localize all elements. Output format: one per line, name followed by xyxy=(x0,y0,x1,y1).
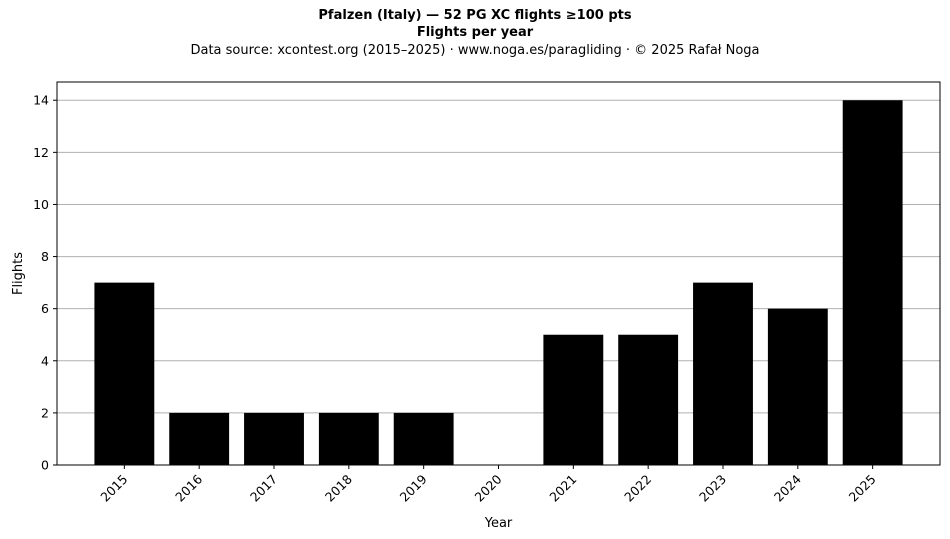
bar-2015 xyxy=(94,282,155,465)
x-tick-label: 2023 xyxy=(696,472,729,505)
x-tick-label: 2022 xyxy=(621,472,654,505)
x-tick-label: 2018 xyxy=(322,471,355,504)
bar-2024 xyxy=(767,308,828,465)
bar-2021 xyxy=(543,334,604,465)
y-tick-label: 10 xyxy=(33,197,49,212)
y-tick-label: 6 xyxy=(41,301,49,316)
chart-source-note: Data source: xcontest.org (2015–2025) · … xyxy=(190,43,760,58)
bar-2016 xyxy=(169,412,230,465)
x-tick-label: 2017 xyxy=(247,472,280,505)
y-axis-label: Flights xyxy=(11,252,26,295)
bar-2022 xyxy=(618,334,679,465)
x-tick-label: 2021 xyxy=(546,472,579,505)
x-tick-label: 2025 xyxy=(846,472,879,505)
x-tick-label: 2015 xyxy=(97,472,130,505)
x-tick-label: 2016 xyxy=(172,471,205,504)
y-tick-label: 14 xyxy=(33,93,49,108)
x-tick-label: 2019 xyxy=(397,471,430,504)
chart-subtitle: Flights per year xyxy=(416,25,534,40)
bar-2018 xyxy=(318,412,379,465)
y-tick-label: 8 xyxy=(41,249,49,264)
y-tick-label: 4 xyxy=(41,353,49,368)
bar-2025 xyxy=(842,100,903,465)
bar-2019 xyxy=(393,412,454,465)
y-tick-label: 2 xyxy=(41,405,49,420)
x-tick-label: 2024 xyxy=(771,471,804,504)
bar-2017 xyxy=(244,412,304,465)
bar-layer xyxy=(94,100,903,465)
x-axis-label: Year xyxy=(484,516,513,531)
y-tick-label: 12 xyxy=(33,145,49,160)
chart-title: Pfalzen (Italy) — 52 PG XC flights ≥100 … xyxy=(318,8,632,23)
bar-2023 xyxy=(693,282,753,465)
y-tick-label: 0 xyxy=(41,458,49,473)
x-tick-label: 2020 xyxy=(472,471,505,504)
